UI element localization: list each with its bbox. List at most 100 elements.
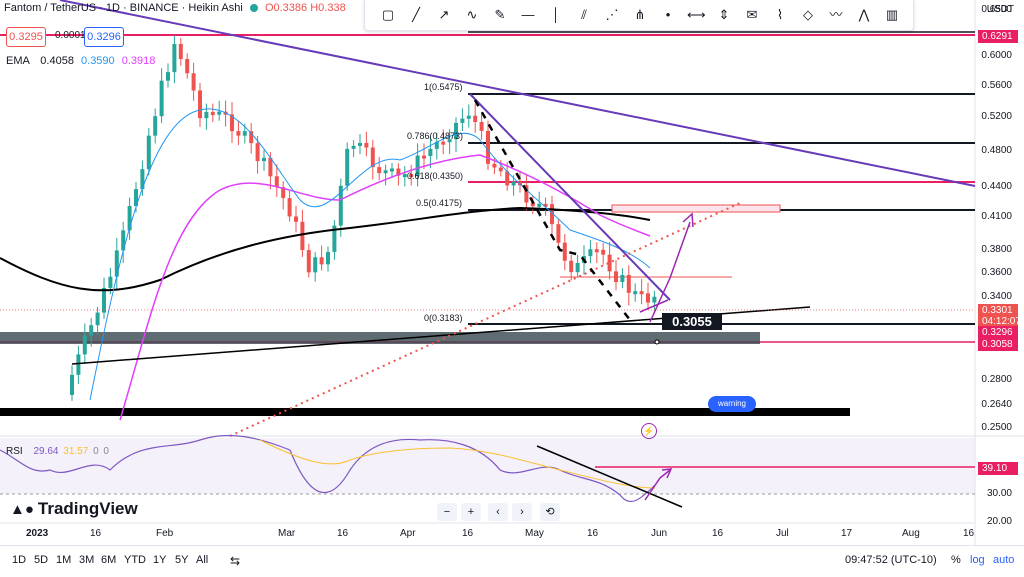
candle-body: [140, 169, 145, 190]
price-tick: 0.4800: [981, 145, 1012, 156]
bar-pattern-icon[interactable]: ▥: [885, 7, 899, 22]
range-button[interactable]: YTD: [124, 554, 146, 566]
auto-toggle[interactable]: auto: [993, 554, 1015, 566]
rectangle-icon[interactable]: ▢: [381, 7, 395, 22]
rsi-arrowhead: [661, 468, 673, 479]
time-tick: Aug: [902, 528, 920, 539]
time-tick: May: [525, 528, 544, 539]
range-button[interactable]: 5Y: [175, 554, 189, 566]
time-tick: 16: [337, 528, 349, 539]
fib-label-0618: 0.618(0.4350): [407, 171, 464, 181]
sell-price-box[interactable]: 0.3295: [6, 27, 46, 47]
candle-body: [569, 260, 574, 273]
tv-logo-icon: ▲●: [10, 501, 34, 518]
candle-body: [614, 271, 618, 283]
bottom-toolbar: 1D 5D 1M 3M 6M YTD 1Y 5Y All ⇆ 09:47:52 (UTC-10)…: [0, 545, 1024, 577]
scroll-right-button[interactable]: ›: [512, 503, 532, 521]
dot-icon[interactable]: •: [665, 7, 671, 22]
range-button[interactable]: 6M: [101, 554, 117, 566]
candle-body: [345, 148, 350, 186]
shape-icon[interactable]: ◇: [803, 7, 813, 22]
support-zone: [0, 332, 760, 344]
info-line-icon[interactable]: ⟷: [687, 7, 706, 22]
date-range-icon[interactable]: ⇆: [230, 554, 241, 568]
range-button[interactable]: 1D: [12, 554, 27, 566]
candle-body: [415, 155, 420, 177]
candle-body: [460, 118, 465, 123]
short-downtrend-line: [469, 93, 671, 301]
candle-body: [620, 274, 625, 283]
scroll-left-button[interactable]: ‹: [488, 503, 508, 521]
market-status-icon: [249, 4, 258, 13]
time-tick: 16: [712, 528, 724, 539]
price-axis-badge: 39.10: [978, 462, 1018, 475]
range-button[interactable]: 3M: [79, 554, 95, 566]
long-downtrend-line: [59, 0, 976, 187]
reset-chart-button[interactable]: ⟲: [540, 503, 560, 521]
elliott-icon[interactable]: ⋀: [858, 7, 870, 22]
range-button[interactable]: 5D: [34, 554, 49, 566]
candle-body: [319, 257, 324, 265]
regression-icon[interactable]: ⋰: [605, 7, 619, 22]
horizontal-line-icon[interactable]: —: [521, 7, 535, 22]
range-button[interactable]: 1M: [56, 554, 72, 566]
fib-label-05: 0.5(0.4175): [416, 198, 463, 208]
candle-body: [70, 374, 74, 395]
pattern-icon[interactable]: 〰: [829, 7, 843, 22]
candle-body: [95, 312, 100, 326]
price-tick: 0.6000: [981, 50, 1012, 61]
candle-body: [390, 168, 394, 172]
ema-magenta-line: [119, 154, 651, 421]
ema-blue-line: [89, 108, 651, 401]
percent-toggle[interactable]: %: [951, 554, 961, 566]
curve-icon[interactable]: ∿: [466, 7, 478, 22]
range-button[interactable]: All: [196, 554, 209, 566]
path-icon[interactable]: ⌇: [776, 7, 784, 22]
candle-body: [498, 167, 503, 172]
zoom-out-button[interactable]: −: [437, 503, 457, 521]
price-callout[interactable]: 0.3055: [662, 313, 722, 330]
price-tick: 0.3800: [981, 244, 1012, 255]
price-tick: 0.5600: [981, 80, 1012, 91]
candle-body: [537, 203, 542, 207]
clock-display[interactable]: 09:47:52 (UTC-10): [845, 554, 937, 566]
rsi-trend-line: [536, 445, 683, 508]
drawing-toolbar: ▢ ╱ ↗ ∿ ✎ — │ ⫽ ⋰ ⋔ • ⟷ ⇕ ✉ ⌇ ◇ 〰 ⋀ ▥: [364, 0, 914, 31]
candle-body: [274, 176, 279, 188]
line-icon[interactable]: ╱: [412, 7, 420, 22]
candle-body: [633, 291, 638, 295]
buy-price-box[interactable]: 0.3296: [84, 27, 124, 47]
zoom-in-button[interactable]: +: [461, 503, 481, 521]
price-range-icon[interactable]: ⇕: [718, 7, 730, 22]
candle-body: [364, 142, 369, 148]
candle-body: [479, 121, 484, 131]
candle-body: [281, 187, 286, 199]
candle-body: [287, 198, 292, 217]
ray-icon[interactable]: ↗: [438, 7, 450, 22]
rsi-tick-30: 30.00: [986, 488, 1012, 499]
fib-label-0: 0(0.3183): [424, 313, 463, 323]
projection-arrow: [649, 221, 691, 323]
candle-body: [486, 130, 490, 164]
time-tick: Jul: [776, 528, 789, 539]
brush-icon[interactable]: ✎: [494, 7, 506, 22]
tv-logo-text: TradingView: [37, 499, 138, 518]
candle-body: [332, 225, 337, 252]
price-axis-badge: 0.3301: [978, 304, 1018, 317]
rsi-arrow: [644, 469, 671, 501]
tradingview-logo[interactable]: ▲● TradingView: [10, 499, 138, 519]
alert-bolt-icon[interactable]: ⚡: [641, 423, 657, 439]
ema-value-2: 0.3590: [81, 55, 115, 67]
pitchfork-icon[interactable]: ⋔: [634, 7, 646, 22]
symbol-title[interactable]: Fantom / TetherUS · 1D · BINANCE · Heiki…: [4, 2, 243, 14]
log-toggle[interactable]: log: [970, 554, 985, 566]
range-button[interactable]: 1Y: [153, 554, 167, 566]
text-note-icon[interactable]: ✉: [746, 7, 758, 22]
parallel-channel-icon[interactable]: ⫽: [581, 7, 587, 22]
candle-body: [505, 171, 510, 186]
vertical-line-icon[interactable]: │: [551, 7, 561, 22]
candle-body: [204, 112, 209, 119]
candle-body: [556, 224, 561, 243]
warning-badge[interactable]: warning: [708, 396, 756, 412]
